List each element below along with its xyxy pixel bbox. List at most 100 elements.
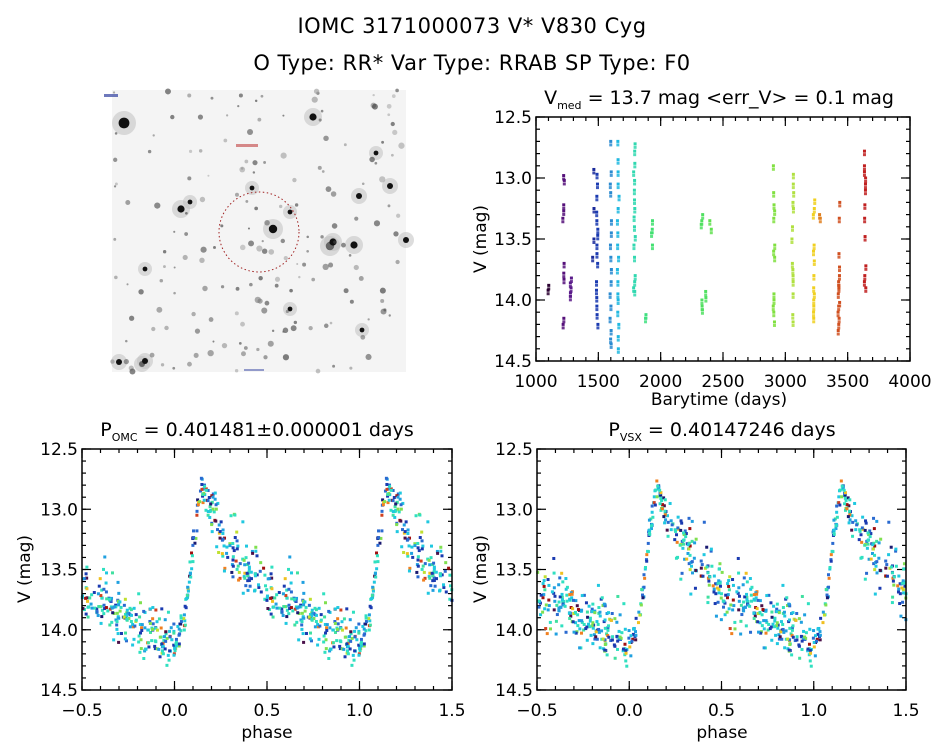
- data-point: [616, 173, 620, 177]
- data-point: [367, 628, 371, 632]
- data-point: [772, 314, 776, 318]
- data-point: [385, 487, 389, 491]
- data-point: [731, 583, 735, 587]
- data-point: [281, 614, 285, 618]
- phase-omc-panel: POMC = 0.401481±0.000001 days −0.5 0.0 0.5…: [15, 419, 466, 743]
- data-point: [182, 613, 186, 617]
- data-point: [159, 626, 163, 630]
- star: [187, 199, 193, 205]
- data-point: [650, 243, 654, 247]
- x-tick-label: 1.0: [346, 701, 373, 721]
- data-point: [873, 553, 877, 557]
- star: [257, 298, 263, 304]
- star: [177, 205, 185, 213]
- data-point: [595, 198, 599, 202]
- star: [154, 202, 161, 209]
- data-point: [758, 621, 762, 625]
- data-point: [190, 551, 194, 555]
- data-point: [770, 615, 774, 619]
- data-point: [633, 161, 637, 165]
- data-point: [896, 590, 900, 594]
- data-point: [111, 611, 115, 615]
- data-point: [244, 584, 248, 588]
- data-point: [568, 298, 572, 302]
- data-point: [821, 610, 825, 614]
- data-point: [140, 623, 144, 627]
- data-point: [368, 623, 372, 627]
- data-point: [609, 255, 613, 259]
- data-point: [225, 551, 229, 555]
- data-point: [329, 647, 333, 651]
- data-point: [791, 268, 795, 271]
- data-point: [719, 618, 723, 622]
- data-point: [562, 209, 566, 213]
- data-point: [719, 596, 723, 600]
- data-point: [438, 574, 442, 578]
- data-point: [791, 274, 795, 278]
- data-point: [280, 610, 284, 614]
- data-point: [595, 222, 599, 226]
- data-point: [188, 572, 192, 576]
- data-point: [389, 508, 393, 512]
- data-point: [595, 304, 599, 308]
- data-point: [798, 656, 802, 660]
- star: [238, 342, 242, 345]
- data-point: [281, 592, 285, 596]
- data-point: [596, 326, 600, 330]
- data-point: [391, 510, 395, 514]
- data-point: [345, 649, 349, 653]
- data-point: [846, 515, 850, 519]
- data-point: [575, 604, 579, 608]
- data-point: [580, 619, 584, 623]
- star: [187, 93, 192, 98]
- data-point: [684, 535, 688, 539]
- data-point: [845, 507, 849, 511]
- data-point: [125, 617, 129, 621]
- data-point: [742, 600, 746, 604]
- star: [199, 257, 205, 264]
- data-point: [741, 583, 745, 587]
- data-point: [836, 332, 840, 336]
- data-point: [591, 259, 595, 263]
- data-point: [565, 585, 569, 589]
- data-point: [201, 494, 205, 498]
- star: [320, 235, 324, 239]
- data-point: [795, 638, 799, 642]
- data-point: [794, 618, 798, 622]
- data-point: [617, 629, 621, 633]
- data-point: [891, 595, 895, 599]
- data-point: [568, 593, 572, 597]
- data-point: [650, 231, 654, 235]
- data-point: [270, 587, 274, 591]
- data-point: [369, 606, 373, 610]
- data-point: [818, 630, 822, 634]
- data-point: [275, 606, 279, 610]
- data-point: [782, 630, 786, 634]
- data-point: [897, 587, 901, 591]
- data-point: [217, 523, 221, 527]
- data-point: [285, 596, 289, 600]
- data-point: [124, 631, 128, 635]
- data-point: [859, 533, 863, 537]
- data-point: [633, 274, 637, 278]
- data-point: [361, 624, 365, 628]
- data-point: [780, 637, 784, 641]
- data-point: [872, 516, 876, 520]
- data-point: [86, 615, 90, 619]
- data-point: [238, 576, 242, 580]
- data-point: [598, 614, 602, 618]
- data-point: [151, 606, 155, 610]
- data-point: [245, 544, 249, 548]
- data-point: [753, 614, 757, 618]
- data-point: [806, 649, 810, 653]
- data-point: [322, 634, 326, 638]
- data-point: [873, 568, 877, 572]
- data-point: [597, 606, 601, 610]
- data-point: [861, 515, 865, 519]
- data-point: [682, 542, 686, 546]
- data-point: [247, 567, 251, 571]
- data-point: [864, 289, 868, 293]
- data-point: [173, 649, 177, 653]
- data-point: [100, 588, 104, 592]
- data-point: [235, 567, 239, 571]
